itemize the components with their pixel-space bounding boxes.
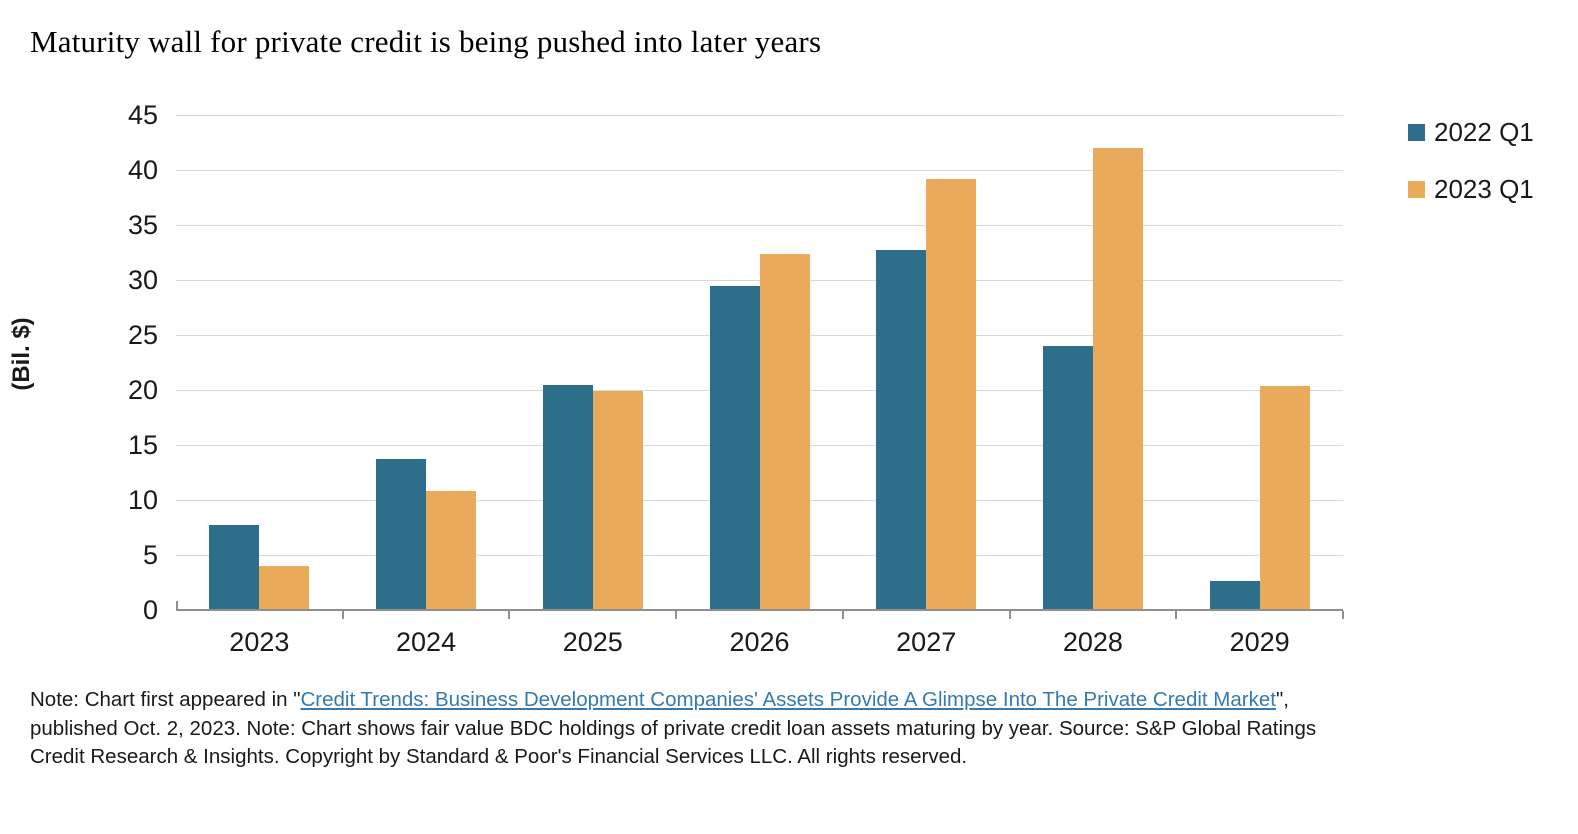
x-axis-label-2024: 2024 (396, 627, 457, 657)
bar-2022-q1-2028 (1042, 346, 1093, 610)
bar-2023-q1-2026 (759, 253, 810, 610)
bar-2023-q1-2027 (926, 178, 977, 610)
x-axis-tick-7 (1342, 611, 1344, 619)
x-axis-label-2027: 2027 (896, 627, 957, 657)
y-tick-label-40: 40 (127, 155, 158, 185)
x-axis-tick-3 (675, 611, 678, 619)
legend-swatch-2022-q1 (1408, 123, 1425, 141)
y-tick-label-35: 35 (127, 210, 158, 240)
y-tick-label-20: 20 (127, 375, 158, 405)
chart-title: Maturity wall for private credit is bein… (30, 24, 822, 59)
bar-2022-q1-2024 (376, 459, 427, 610)
legend-item-2022-q1: 2022 Q1 (1408, 117, 1534, 147)
x-axis-tick-5 (1008, 611, 1011, 619)
bar-2022-q1-2025 (542, 384, 593, 610)
bar-chart: (Bil. $) 2022 Q1 2023 Q1 0 5 10 15 20 25 30 35 40… (8, 100, 1534, 657)
x-axis-label-2026: 2026 (729, 627, 790, 657)
y-tick-label-45: 45 (127, 100, 158, 130)
bar-2022-q1-2023 (209, 525, 260, 610)
y-tick-label-0: 0 (142, 595, 158, 625)
x-axis-label-2028: 2028 (1062, 627, 1123, 657)
bar-2022-q1-2029 (1209, 581, 1260, 610)
y-tick-label-25: 25 (127, 320, 158, 350)
gridline-45 (176, 114, 1343, 116)
footnote-text-pre: Note: Chart first appeared in " (30, 688, 301, 711)
bar-2022-q1-2026 (709, 285, 760, 610)
bar-2023-q1-2028 (1092, 148, 1143, 610)
footnote: Note: Chart first appeared in "Credit Tr… (30, 686, 1352, 772)
gridline-35 (176, 224, 1343, 226)
footnote-text-post: ", published Oct. 2, 2023. Note: Chart s… (30, 688, 1317, 768)
legend-label-2022-q1: 2022 Q1 (1434, 116, 1534, 147)
bar-2023-q1-2023 (259, 566, 310, 610)
x-axis-tick-6 (1175, 611, 1178, 619)
footnote-link[interactable]: Credit Trends: Business Development Comp… (300, 688, 1276, 711)
x-axis-label-2029: 2029 (1229, 627, 1290, 657)
x-axis-tick-1 (341, 611, 344, 619)
y-tick-label-15: 15 (127, 430, 158, 460)
x-axis-tick-2 (508, 611, 511, 619)
x-axis-line (176, 609, 1343, 611)
gridline-40 (176, 169, 1343, 171)
y-tick-label-30: 30 (127, 265, 158, 295)
bar-2023-q1-2025 (592, 391, 643, 610)
legend-label-2023-q1: 2023 Q1 (1434, 173, 1534, 204)
bar-2023-q1-2029 (1259, 385, 1310, 610)
bar-2023-q1-2024 (426, 491, 477, 610)
y-tick-label-5: 5 (142, 540, 158, 570)
x-axis-tick-4 (841, 611, 844, 619)
y-axis-title: (Bil. $) (8, 317, 35, 391)
bar-2022-q1-2027 (876, 250, 927, 610)
y-axis-stub (176, 601, 178, 609)
y-tick-label-10: 10 (127, 485, 158, 515)
x-axis-label-2025: 2025 (562, 627, 623, 657)
legend-item-2023-q1: 2023 Q1 (1408, 174, 1534, 204)
x-axis-label-2023: 2023 (229, 627, 290, 657)
legend-swatch-2023-q1 (1408, 180, 1425, 198)
